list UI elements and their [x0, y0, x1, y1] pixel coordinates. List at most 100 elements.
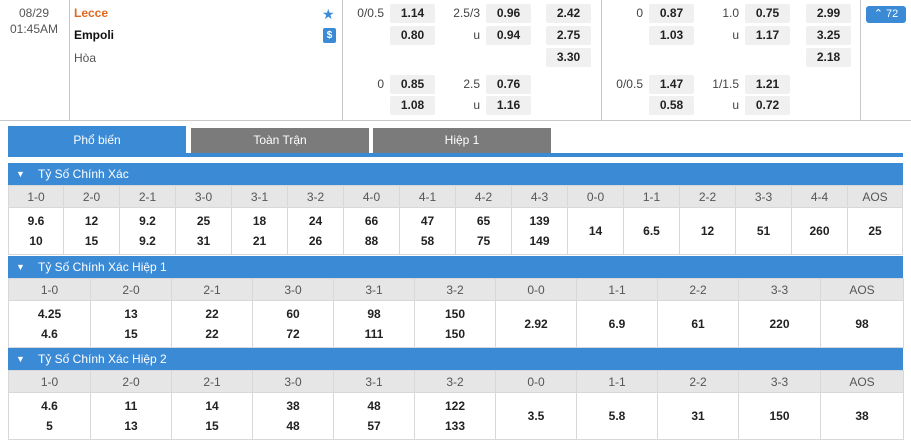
odds-value[interactable]: 75 [476, 234, 491, 248]
odds-value[interactable]: 25 [847, 207, 903, 255]
odds-value[interactable]: 3.25 [806, 26, 851, 45]
odds-value[interactable]: 1.03 [649, 26, 694, 45]
odds-value[interactable]: 98 [820, 300, 904, 348]
odds-value[interactable]: 5.8 [576, 392, 658, 440]
chevron-down-icon[interactable]: ▼ [16, 262, 25, 272]
odds-value[interactable]: 1.21 [745, 75, 790, 94]
odds-value[interactable]: 31 [657, 392, 739, 440]
odds-value[interactable]: 22 [205, 327, 219, 341]
odds-value[interactable]: 9.2 [139, 214, 156, 228]
odds-value[interactable]: 31 [196, 234, 211, 248]
odds-value[interactable]: 4.6 [41, 399, 58, 413]
odds-value[interactable]: 4.6 [41, 327, 58, 341]
odds-value[interactable]: 3.30 [546, 48, 591, 67]
odds-value[interactable]: 150 [444, 327, 466, 341]
odds-value[interactable]: 12 [84, 214, 99, 228]
odds-value[interactable]: 0.72 [745, 96, 790, 115]
odds-value[interactable]: 111 [364, 327, 384, 341]
away-team-name[interactable]: Empoli [74, 28, 115, 42]
dollar-icon[interactable]: $ [323, 28, 336, 43]
odds-value[interactable]: 150 [738, 392, 821, 440]
tab-popular[interactable]: Phổ biến [8, 126, 186, 157]
section-header[interactable]: ▼ Tỷ Số Chính Xác [8, 163, 903, 185]
odds-value[interactable]: 150 [444, 307, 466, 321]
odds-value[interactable]: 25 [196, 214, 211, 228]
odds-value[interactable]: 47 [420, 214, 435, 228]
odds-value[interactable]: 66 [364, 214, 379, 228]
star-icon[interactable]: ★ [322, 6, 335, 22]
odds-value[interactable]: 2.92 [495, 300, 577, 348]
odds-value[interactable]: 48 [286, 419, 300, 433]
odds-value[interactable]: 61 [657, 300, 739, 348]
odds-value[interactable]: 2.42 [546, 4, 591, 23]
odds-value[interactable]: 0.87 [649, 4, 694, 23]
handicap-line: 0/0.5 [616, 77, 643, 91]
odds-value[interactable]: 13 [124, 419, 138, 433]
odds-value[interactable]: 0.58 [649, 96, 694, 115]
odds-value[interactable]: 1.08 [390, 96, 435, 115]
odds-value[interactable]: 1.16 [486, 96, 531, 115]
odds-value[interactable]: 14 [567, 207, 624, 255]
odds-value[interactable]: 0.75 [745, 4, 790, 23]
odds-value[interactable]: 38 [820, 392, 904, 440]
odds-value[interactable]: 122 [444, 399, 466, 413]
odds-value[interactable]: 9.2 [139, 234, 156, 248]
tab-full-time[interactable]: Toàn Trận [191, 128, 369, 153]
odds-value[interactable]: 133 [444, 419, 466, 433]
odds-value[interactable]: 2.99 [806, 4, 851, 23]
odds-value[interactable]: 48 [367, 399, 381, 413]
odds-value[interactable]: 0.96 [486, 4, 531, 23]
odds-value[interactable]: 12 [679, 207, 736, 255]
home-team-name[interactable]: Lecce [74, 6, 109, 20]
odds-value[interactable]: 88 [364, 234, 379, 248]
odds-value[interactable]: 1.14 [390, 4, 435, 23]
odds-value[interactable]: 15 [124, 327, 138, 341]
odds-value[interactable]: 1.17 [745, 26, 790, 45]
odds-value[interactable]: 14 [205, 399, 219, 413]
odds-value[interactable]: 15 [205, 419, 219, 433]
odds-value[interactable]: 4.25 [37, 307, 62, 321]
odds-value[interactable]: 22 [205, 307, 219, 321]
odds-value[interactable]: 0.76 [486, 75, 531, 94]
odds-value[interactable]: 3.5 [495, 392, 577, 440]
odds-value[interactable]: 2.18 [806, 48, 851, 67]
chevron-down-icon[interactable]: ▼ [16, 354, 25, 364]
odds-value[interactable]: 72 [286, 327, 300, 341]
odds-value[interactable]: 57 [367, 419, 381, 433]
odds-value[interactable]: 6.9 [576, 300, 658, 348]
odds-value[interactable]: 11 [124, 399, 138, 413]
odds-value[interactable]: 260 [791, 207, 848, 255]
odds-value[interactable]: 0.85 [390, 75, 435, 94]
score-label: 3-3 [738, 370, 821, 393]
odds-value[interactable]: 0.94 [486, 26, 531, 45]
odds-value[interactable]: 13 [124, 307, 138, 321]
odds-value[interactable]: 15 [84, 234, 99, 248]
odds-value[interactable]: 0.80 [390, 26, 435, 45]
odds-value[interactable]: 1.47 [649, 75, 694, 94]
odds-value[interactable]: 2.75 [546, 26, 591, 45]
odds-value[interactable]: 139 [529, 214, 550, 228]
section-header[interactable]: ▼ Tỷ Số Chính Xác Hiệp 1 [8, 256, 903, 278]
odds-value[interactable]: 21 [252, 234, 267, 248]
odds-value[interactable]: 6.5 [623, 207, 680, 255]
odds-value[interactable]: 24 [308, 214, 323, 228]
odds-value[interactable]: 26 [308, 234, 323, 248]
odds-value[interactable]: 98 [367, 307, 381, 321]
odds-value[interactable]: 5 [46, 419, 53, 433]
odds-value[interactable]: 65 [476, 214, 491, 228]
odds-value[interactable]: 10 [29, 234, 43, 248]
odds-value[interactable]: 220 [738, 300, 821, 348]
tab-first-half[interactable]: Hiệp 1 [373, 128, 551, 153]
odds-value[interactable]: 149 [529, 234, 550, 248]
score-label: 4-4 [791, 185, 848, 208]
more-markets-button[interactable]: ⌃ 72 [866, 6, 906, 23]
odds-value[interactable]: 38 [286, 399, 300, 413]
score-odds-cell: 25 31 [175, 207, 232, 255]
odds-value[interactable]: 18 [252, 214, 267, 228]
odds-value[interactable]: 58 [420, 234, 435, 248]
chevron-down-icon[interactable]: ▼ [16, 169, 25, 179]
odds-value[interactable]: 51 [735, 207, 792, 255]
odds-value[interactable]: 60 [286, 307, 300, 321]
odds-value[interactable]: 9.6 [27, 214, 45, 228]
section-header[interactable]: ▼ Tỷ Số Chính Xác Hiệp 2 [8, 348, 903, 370]
